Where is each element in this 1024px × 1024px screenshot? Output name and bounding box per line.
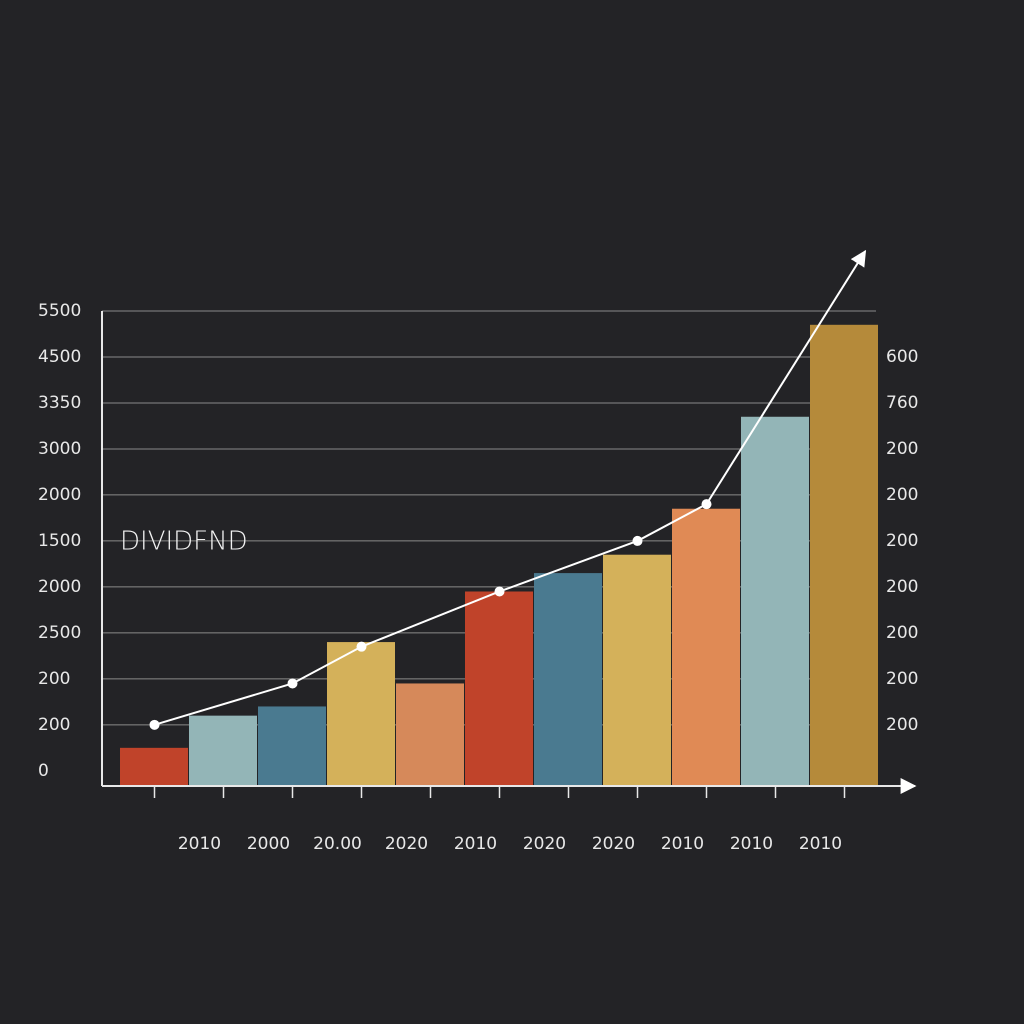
y2-tick-label: 200 bbox=[886, 577, 918, 597]
bar bbox=[741, 416, 809, 786]
bar bbox=[258, 706, 326, 786]
y-tick-label: 200 bbox=[38, 715, 70, 735]
y-tick-label: 4500 bbox=[38, 347, 81, 367]
y2-tick-label: 200 bbox=[886, 485, 918, 505]
line-point bbox=[356, 641, 367, 652]
x-tick-label: 2020 bbox=[523, 834, 566, 854]
x-tick-label: 2000 bbox=[247, 834, 290, 854]
line-point bbox=[494, 586, 505, 597]
x-tick-label: 2010 bbox=[799, 834, 842, 854]
line-point bbox=[149, 719, 160, 730]
y2-tick-label: 760 bbox=[886, 393, 918, 413]
bar bbox=[603, 554, 671, 786]
line-point bbox=[701, 499, 712, 510]
y-tick-label: 200 bbox=[38, 669, 70, 689]
bar bbox=[465, 591, 533, 786]
x-tick-label: 20.00 bbox=[313, 834, 362, 854]
y-tick-label: 1500 bbox=[38, 531, 81, 551]
y-tick-label: 2000 bbox=[38, 577, 81, 597]
x-tick-label: 2010 bbox=[178, 834, 221, 854]
annotation: DIVIDFND bbox=[120, 527, 248, 557]
bar bbox=[672, 508, 740, 786]
x-tick-label: 2020 bbox=[385, 834, 428, 854]
y-tick-label: 3000 bbox=[38, 439, 81, 459]
x-tick-label: 2010 bbox=[730, 834, 773, 854]
x-tick-label: 2010 bbox=[454, 834, 497, 854]
y2-tick-label: 200 bbox=[886, 531, 918, 551]
y2-tick-label: 600 bbox=[886, 347, 918, 367]
y2-tick-label: 200 bbox=[886, 715, 918, 735]
x-tick-label: 2010 bbox=[661, 834, 704, 854]
y2-tick-label: 200 bbox=[886, 669, 918, 689]
y-tick-label: 2500 bbox=[38, 623, 81, 643]
y2-tick-label: 200 bbox=[886, 623, 918, 643]
y-tick-label: 0 bbox=[38, 761, 49, 781]
bar bbox=[810, 324, 878, 786]
line-point bbox=[632, 535, 643, 546]
y2-tick-label: 200 bbox=[886, 439, 918, 459]
bar bbox=[120, 747, 188, 786]
y-tick-label: 5500 bbox=[38, 301, 81, 321]
bar bbox=[396, 683, 464, 786]
y-tick-label: 2000 bbox=[38, 485, 81, 505]
bar bbox=[327, 642, 395, 786]
line-point bbox=[287, 678, 298, 689]
bar bbox=[189, 715, 257, 786]
y-tick-label: 3350 bbox=[38, 393, 81, 413]
x-tick-label: 2020 bbox=[592, 834, 635, 854]
bar bbox=[534, 573, 602, 786]
